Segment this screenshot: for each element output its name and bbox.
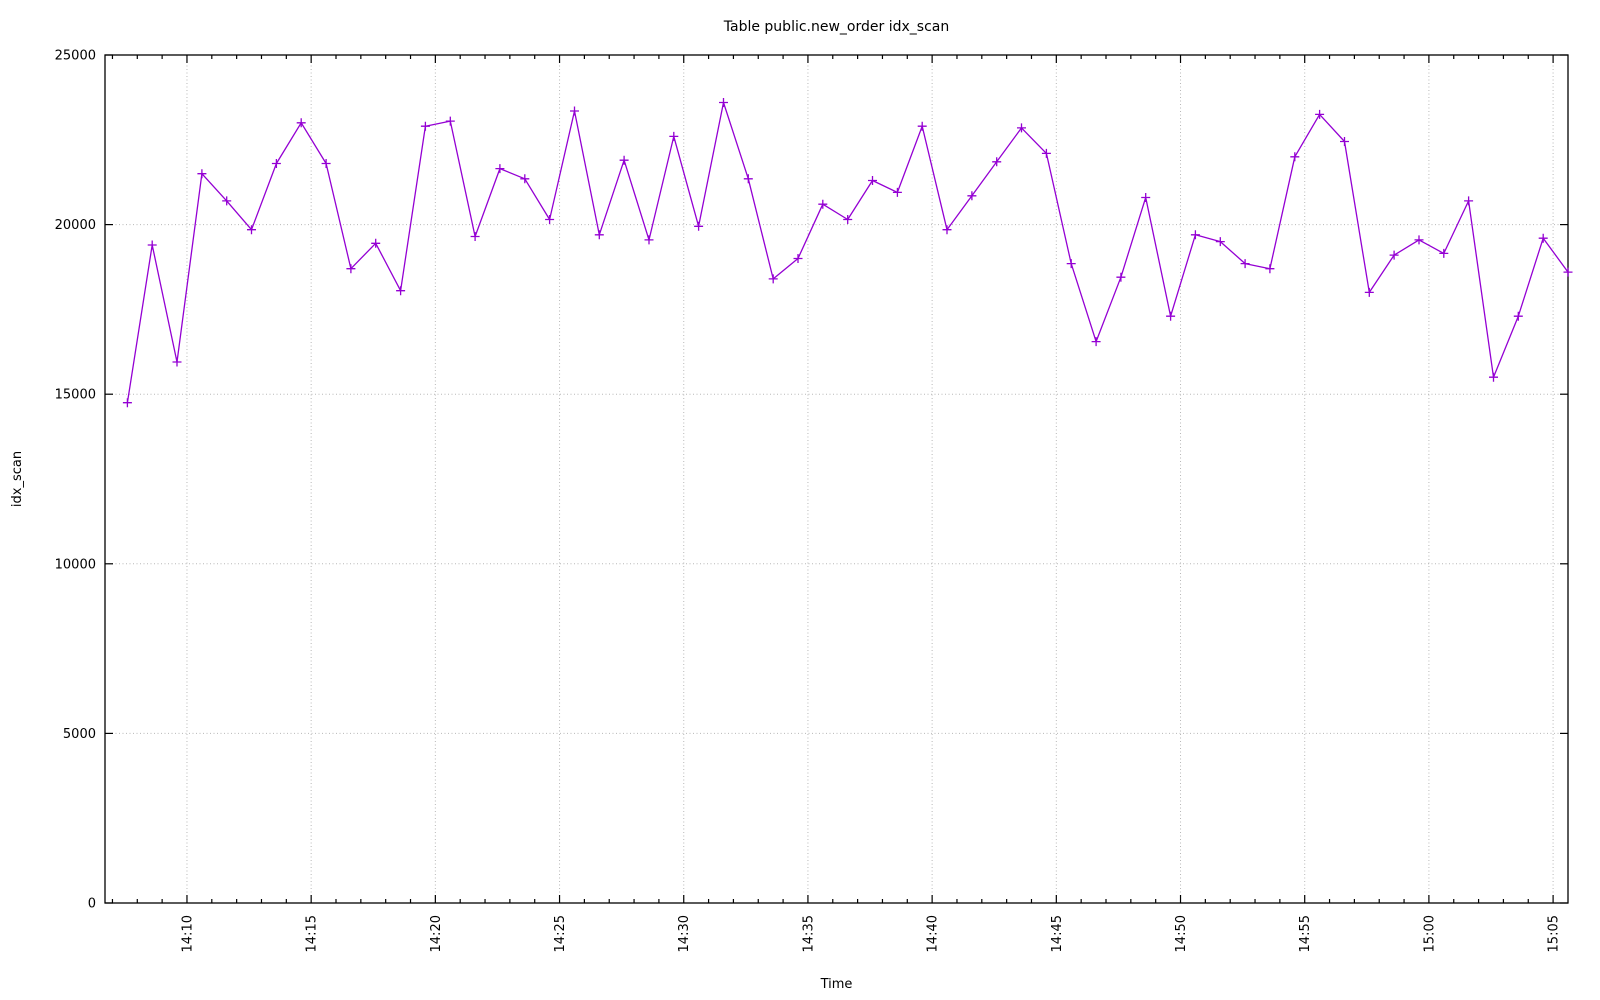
x-tick-label: 14:55 [1298, 915, 1313, 952]
x-tick-label: 14:10 [180, 915, 195, 952]
x-axis-label: Time [820, 977, 853, 992]
y-tick-label: 20000 [55, 218, 96, 233]
y-tick-label: 10000 [55, 557, 96, 572]
series-line [126, 101, 1569, 403]
tick-marks [105, 54, 1568, 904]
x-tick-label: 14:25 [553, 915, 568, 952]
x-tick-label: 14:50 [1174, 915, 1189, 952]
x-tick-label: 14:30 [677, 915, 692, 952]
plot-border [104, 54, 1569, 904]
x-tick-label: 14:45 [1050, 915, 1065, 952]
data-point-markers [122, 98, 1573, 408]
chart-title: Table public.new_order idx_scan [723, 19, 949, 35]
x-tick-label: 14:15 [305, 915, 320, 952]
y-tick-label: 15000 [55, 388, 96, 403]
gridlines [105, 54, 1568, 904]
x-tick-label: 15:05 [1547, 915, 1562, 952]
y-tick-label: 0 [88, 897, 96, 912]
y-tick-label: 25000 [55, 49, 96, 64]
y-tick-label: 5000 [63, 727, 96, 742]
x-tick-label: 14:40 [926, 915, 941, 952]
x-tick-label: 14:20 [429, 915, 444, 952]
y-axis-label: idx_scan [10, 451, 25, 507]
x-tick-label: 15:00 [1422, 915, 1437, 952]
x-tick-label: 14:35 [801, 915, 816, 952]
